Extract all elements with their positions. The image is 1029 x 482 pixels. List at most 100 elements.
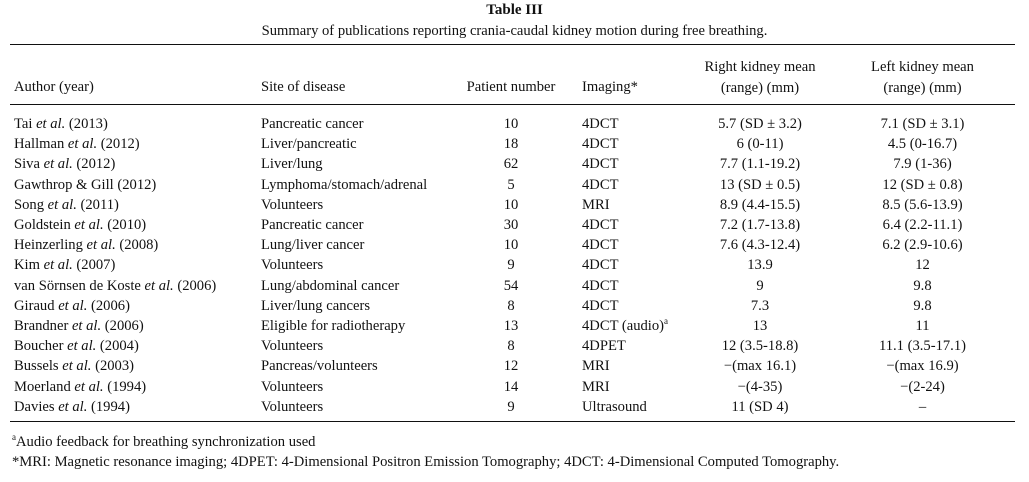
header-left-line2: (range) (mm) [883, 80, 962, 96]
author-name: Siva [14, 156, 44, 173]
cell-left-kidney: 9.8 [913, 277, 932, 294]
cell-left-kidney: −(2-24) [900, 378, 945, 395]
author-name: Song [14, 196, 48, 213]
imaging-text: 4DCT [582, 277, 619, 294]
author-etal: et al. [71, 318, 102, 334]
cell-imaging: 4DCT [582, 255, 618, 275]
cell-patients: 18 [503, 136, 519, 153]
cell-patients: 9 [507, 257, 515, 274]
author-name: Moerland [14, 378, 75, 395]
header-left-kidney: Left kidney mean (range) (mm) [855, 57, 990, 99]
header-author: Author (year) [14, 79, 94, 95]
cell-author: Giraud et al. (2006) [14, 296, 130, 316]
footnote-abbreviations: *MRI: Magnetic resonance imaging; 4DPET:… [12, 454, 840, 470]
author-year: (2010) [103, 217, 147, 233]
imaging-text: 4DCT [582, 297, 619, 314]
author-etal: et al. [58, 297, 88, 314]
cell-site: Lung/liver cancer [261, 237, 365, 254]
author-etal: et al. [58, 398, 88, 415]
cell-imaging: 4DCT [582, 215, 618, 235]
cell-author: Moerland et al. (1994) [14, 377, 146, 397]
cell-author: Siva et al. (2012) [14, 154, 115, 174]
author-year: (2006) [101, 318, 144, 334]
cell-right-kidney: 13.9 [747, 257, 773, 274]
table-row: Heinzerling et al. (2008) Lung/liver canc… [0, 235, 1029, 255]
cell-left-kidney: 12 [915, 257, 930, 274]
author-etal: et al. [86, 237, 116, 254]
cell-patients: 54 [503, 277, 519, 294]
cell-right-kidney: −(4-35) [737, 378, 783, 395]
cell-right-kidney: 7.2 (1.7-13.8) [719, 217, 801, 233]
author-etal: et al. [47, 196, 77, 213]
author-name: Gawthrop & Gill (2012) [14, 176, 157, 193]
cell-left-kidney: 6.2 (2.9-10.6) [882, 237, 963, 254]
author-name: Heinzerling [14, 237, 87, 254]
author-name: Giraud [14, 297, 59, 314]
author-name: Bussels [14, 358, 63, 375]
author-year: (2012) [97, 136, 140, 153]
table-row: Hallman et al. (2012) Liver/pancreatic 18 4… [0, 134, 1029, 154]
author-year: (2011) [76, 196, 119, 213]
cell-site: Lymphoma/stomach/adrenal [261, 176, 428, 193]
cell-author: Boucher et al. (2004) [14, 336, 139, 356]
author-year: (2007) [72, 257, 116, 274]
table-row: Brandner et al. (2006) Eligible for radio… [0, 316, 1029, 336]
cell-patients: 10 [503, 116, 519, 132]
cell-author: van Sörnsen de Koste et al. (2006) [14, 276, 216, 296]
cell-right-kidney: 8.9 (4.4-15.5) [719, 196, 801, 213]
author-etal: et al. [62, 358, 92, 375]
cell-site: Volunteers [261, 257, 324, 274]
header-right-line1: Right kidney mean [704, 59, 816, 75]
imaging-text: MRI [582, 358, 610, 375]
cell-author: Hallman et al. (2012) [14, 134, 140, 154]
cell-site: Pancreatic cancer [261, 217, 364, 233]
cell-patients: 62 [503, 156, 519, 173]
imaging-footnote-mark: a [664, 316, 669, 327]
cell-site: Volunteers [261, 398, 324, 415]
author-year: (2004) [96, 338, 139, 355]
cell-patients: 10 [503, 196, 519, 213]
cell-imaging: 4DCT [582, 154, 618, 174]
author-year: (2006) [173, 277, 217, 294]
cell-left-kidney: 4.5 (0-16.7) [887, 136, 958, 153]
table-row: Gawthrop & Gill (2012) Lymphoma/stomach/a… [0, 175, 1029, 195]
cell-imaging: 4DCT [582, 134, 618, 154]
imaging-text: 4DPET [582, 338, 626, 355]
table-row: Siva et al. (2012) Liver/lung 62 4DCT 7.7 (1… [0, 154, 1029, 174]
author-year: (2006) [87, 297, 130, 314]
cell-imaging: MRI [582, 356, 610, 376]
author-etal: et al. [67, 338, 97, 355]
table-title: Table III [486, 2, 543, 18]
cell-imaging: 4DCT [582, 114, 618, 134]
cell-patients: 30 [503, 217, 519, 233]
imaging-text: MRI [582, 378, 610, 395]
imaging-text: 4DCT [582, 237, 619, 254]
footnote-a-text: Audio feedback for breathing synchroniza… [16, 434, 316, 450]
cell-author: Heinzerling et al. (2008) [14, 235, 158, 255]
table-row: Bussels et al. (2003) Pancreas/volunteers… [0, 356, 1029, 376]
cell-right-kidney: 13 [752, 318, 768, 334]
imaging-text: 4DCT [582, 136, 619, 153]
cell-site: Liver/lung cancers [261, 297, 370, 314]
cell-author: Brandner et al. (2006) [14, 316, 144, 336]
imaging-text: 4DCT [582, 176, 619, 193]
cell-patients: 8 [507, 297, 515, 314]
author-year: (1994) [103, 378, 147, 395]
author-name: van Sörnsen de Koste [14, 277, 145, 294]
cell-site: Liver/lung [261, 156, 323, 173]
table-row: Kim et al. (2007) Volunteers 9 4DCT 13.9 12 [0, 255, 1029, 275]
cell-site: Pancreas/volunteers [261, 358, 378, 375]
cell-patients: 10 [503, 237, 519, 254]
author-year: (2003) [91, 358, 134, 375]
cell-patients: 14 [503, 378, 519, 395]
author-name: Davies [14, 398, 59, 415]
author-etal: et al. [74, 378, 104, 395]
imaging-text: 4DCT (audio) [582, 318, 665, 334]
cell-imaging: Ultrasound [582, 397, 647, 417]
cell-patients: 5 [507, 176, 515, 193]
cell-author: Song et al. (2011) [14, 195, 119, 215]
cell-left-kidney: 9.8 [913, 297, 932, 314]
imaging-text: 4DCT [582, 156, 619, 173]
cell-left-kidney: 12 (SD ± 0.8) [882, 176, 963, 193]
author-year: (2008) [115, 237, 159, 254]
